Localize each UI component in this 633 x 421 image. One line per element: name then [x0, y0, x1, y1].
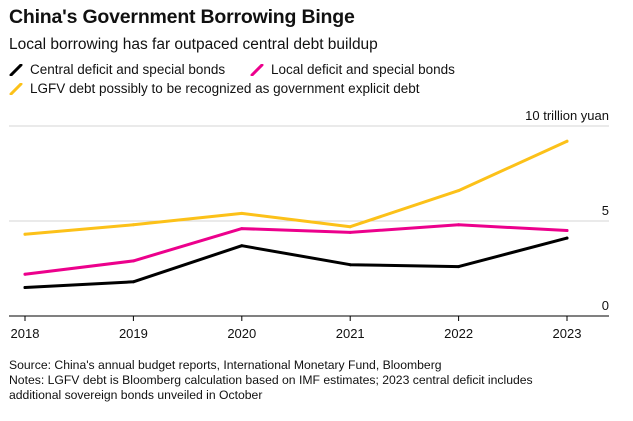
- legend-item-local: Local deficit and special bonds: [250, 62, 455, 77]
- series-lines: [23, 139, 569, 289]
- notes-line-2: additional sovereign bonds unveiled in O…: [9, 388, 263, 402]
- data-point-local: [348, 230, 352, 234]
- series-line-lgfv: [23, 139, 569, 236]
- x-tick-labels: 2018 2019 2020 2021 2022 2023: [11, 326, 582, 341]
- data-point-local: [23, 272, 27, 276]
- x-tick-label: 2023: [553, 326, 582, 341]
- notes: Notes: LGFV debt is Bloomberg calculatio…: [9, 373, 533, 403]
- data-point-central: [348, 263, 352, 267]
- gridlines: [9, 125, 609, 222]
- data-point-central: [240, 244, 244, 248]
- notes-line-1: Notes: LGFV debt is Bloomberg calculatio…: [9, 373, 533, 387]
- y-tick-labels: 10 trillion yuan 5 0: [525, 108, 609, 313]
- x-tick-label: 2019: [119, 326, 148, 341]
- legend-swatch-lgfv: [9, 82, 23, 95]
- data-point-central: [457, 265, 461, 269]
- legend-item-lgfv: LGFV debt possibly to be recognized as g…: [9, 81, 419, 96]
- legend-label-local: Local deficit and special bonds: [271, 62, 455, 77]
- series-line-local: [23, 223, 569, 276]
- data-point-local: [131, 259, 135, 263]
- data-point-lgfv: [131, 223, 135, 227]
- data-point-local: [240, 227, 244, 231]
- x-tick-label: 2022: [444, 326, 473, 341]
- x-tick-label: 2021: [336, 326, 365, 341]
- source-note: Source: China's annual budget reports, I…: [9, 358, 442, 372]
- data-point-local: [457, 223, 461, 227]
- legend-label-lgfv: LGFV debt possibly to be recognized as g…: [30, 81, 420, 96]
- legend-swatch-local: [250, 63, 264, 76]
- chart-subtitle: Local borrowing has far outpaced central…: [9, 36, 378, 53]
- x-tick-label: 2020: [227, 326, 256, 341]
- data-point-local: [565, 229, 569, 232]
- x-axis: [9, 315, 609, 321]
- y-tick-label: 10 trillion yuan: [525, 108, 609, 123]
- data-point-central: [131, 280, 135, 284]
- data-point-lgfv: [23, 232, 27, 236]
- legend-label-central: Central deficit and special bonds: [30, 62, 226, 77]
- data-point-lgfv: [457, 189, 461, 193]
- data-point-lgfv: [348, 225, 352, 229]
- data-point-lgfv: [565, 139, 569, 143]
- y-tick-label: 5: [602, 203, 609, 218]
- series-line-central: [23, 236, 569, 289]
- legend-swatch-central: [9, 63, 23, 76]
- x-tick-label: 2018: [11, 326, 40, 341]
- legend-item-central: Central deficit and special bonds: [9, 62, 225, 77]
- data-point-central: [23, 286, 27, 289]
- data-point-central: [565, 236, 569, 240]
- y-tick-label: 0: [602, 298, 609, 313]
- chart-title: China's Government Borrowing Binge: [9, 6, 355, 28]
- data-point-lgfv: [240, 211, 244, 215]
